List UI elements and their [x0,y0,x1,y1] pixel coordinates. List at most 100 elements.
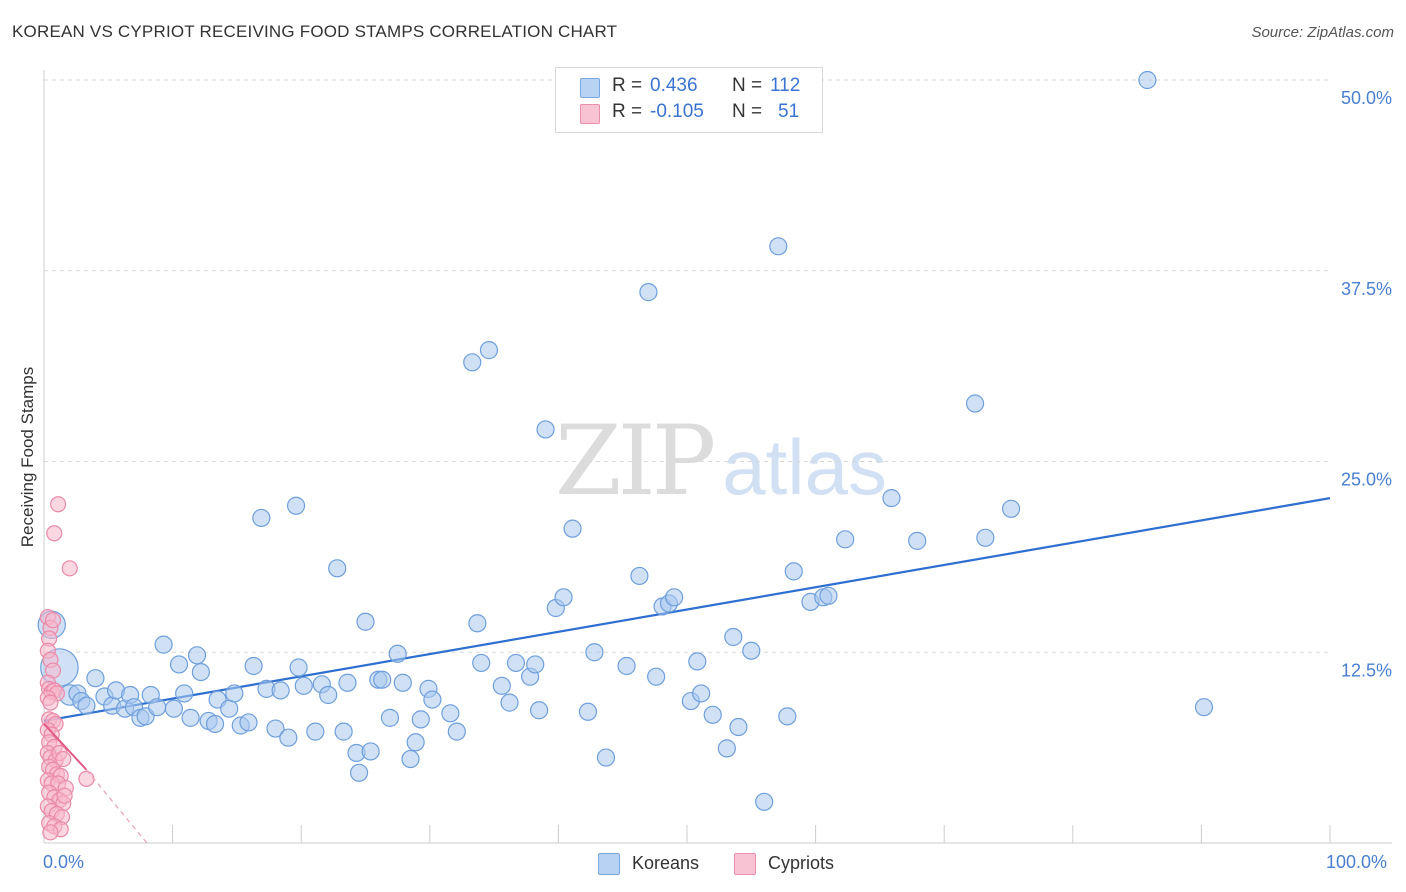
legend-label-koreans: Koreans [632,853,700,873]
trend-line-koreans [43,497,1331,723]
point-koreans [181,708,200,727]
point-koreans [472,653,491,673]
point-koreans [563,519,582,538]
point-koreans [294,676,313,695]
point-cypriots [55,750,72,768]
point-koreans [536,420,555,439]
point-koreans [447,722,466,741]
r-value: -0.105 [650,101,704,122]
point-cypriots [44,612,62,629]
trend-line-cypriots [43,723,88,771]
point-koreans [306,722,325,741]
stats-legend: R = 0.436 N = 112 R = -0.105 N = 51 [555,67,823,133]
point-koreans [356,612,375,631]
point-koreans [463,353,482,372]
point-koreans [836,530,855,549]
point-koreans [361,742,380,761]
n-value: 112 [770,75,801,96]
point-koreans [154,635,173,654]
point-koreans [1001,499,1021,518]
point-koreans [271,681,290,700]
point-koreans [724,627,743,647]
point-koreans [77,696,96,715]
point-koreans [401,749,420,769]
point-cypriots [78,770,95,788]
point-koreans [1138,70,1157,90]
point-koreans [479,341,499,360]
point-koreans [164,699,183,718]
chart-title: KOREAN VS CYPRIOT RECEIVING FOOD STAMPS … [12,22,618,41]
r-value: 0.436 [650,75,698,96]
y-tick-label: 25.0% [1341,470,1392,490]
point-cypriots [56,787,73,804]
point-koreans [492,676,511,695]
point-koreans [742,641,761,660]
point-koreans [289,658,308,677]
legend-swatch-koreans [598,853,620,875]
point-koreans [86,669,105,688]
x-tick-label-max: 100.0% [1326,852,1388,872]
point-koreans [279,728,298,747]
r-label: R = [612,75,643,96]
point-koreans [526,655,545,674]
point-koreans [784,562,803,581]
point-koreans [286,496,306,515]
point-koreans [908,531,927,550]
point-koreans [729,717,748,737]
point-koreans [380,708,400,727]
legend-swatch-koreans [580,78,600,98]
point-koreans [406,733,425,752]
point-koreans [530,701,549,720]
point-koreans [1194,698,1214,717]
x-tick-label-min: 0.0% [43,852,85,872]
point-koreans [319,685,338,705]
point-koreans [169,655,189,674]
point-koreans [191,662,210,682]
point-koreans [349,763,369,782]
point-koreans [252,508,271,528]
y-tick-label: 37.5% [1341,279,1392,299]
point-koreans [225,684,244,703]
point-koreans [976,528,995,547]
point-koreans [500,693,519,712]
point-koreans [441,704,460,723]
point-koreans [411,710,430,729]
r-label: R = [612,101,643,122]
point-cypriots [61,560,78,577]
point-koreans [617,656,636,676]
point-koreans [965,394,985,413]
y-tick-label: 12.5% [1341,660,1392,680]
point-cypriots [42,824,59,841]
n-value: 51 [778,101,800,122]
n-label: N = [732,101,763,122]
point-koreans [665,588,684,607]
point-koreans [778,707,797,726]
point-koreans [239,713,258,732]
point-koreans [148,698,167,717]
point-koreans [585,643,604,662]
point-koreans [393,673,412,692]
legend-swatch-cypriots [734,853,756,875]
point-koreans [554,588,573,607]
point-koreans [373,670,392,689]
point-koreans [220,699,239,718]
y-tick-label: 50.0% [1341,88,1392,108]
point-koreans [755,792,774,811]
point-koreans [328,559,347,578]
point-koreans [266,719,285,738]
point-koreans [175,684,194,703]
point-cypriots [46,525,63,542]
point-koreans [703,705,722,724]
legend-swatch-cypriots [580,104,600,124]
point-koreans [717,739,736,758]
point-koreans [468,614,487,633]
point-cypriots [50,496,67,513]
point-koreans [338,673,357,692]
point-cypriots [42,694,59,711]
point-koreans [769,237,788,256]
point-koreans [692,684,711,703]
point-koreans [639,283,658,302]
trend-line-cypriots-extension [85,769,148,844]
point-koreans [647,667,666,686]
